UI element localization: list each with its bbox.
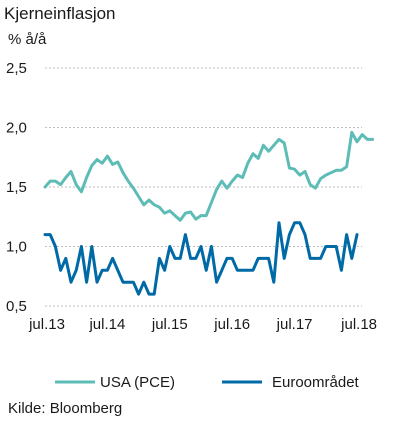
y-axis-unit-label: % å/å <box>8 31 47 48</box>
x-tick-label: jul.16 <box>213 316 250 333</box>
source-note: Kilde: Bloomberg <box>8 400 123 417</box>
legend-label: Euroområdet <box>272 374 360 391</box>
legend-label: USA (PCE) <box>100 374 175 391</box>
chart-title: Kjerneinflasjon <box>4 4 116 23</box>
y-tick-label: 2,5 <box>6 60 27 77</box>
legend: USA (PCE) Euroområdet <box>55 374 360 391</box>
x-tick-label: jul.13 <box>28 316 65 333</box>
y-tick-label: 1,0 <box>6 239 27 256</box>
x-tick-label: jul.18 <box>340 316 377 333</box>
y-tick-label: 0,5 <box>6 298 27 315</box>
x-tick-label: jul.17 <box>276 316 313 333</box>
x-axis-ticks: jul.13 jul.14 jul.15 jul.16 jul.17 jul.18 <box>28 316 377 333</box>
x-tick-label: jul.14 <box>88 316 125 333</box>
series-lines <box>43 130 375 296</box>
y-tick-label: 1,5 <box>6 179 27 196</box>
gridlines <box>45 67 362 307</box>
y-tick-label: 2,0 <box>6 120 27 137</box>
x-tick-label: jul.15 <box>151 316 188 333</box>
y-axis-ticks: 0,5 1,0 1,5 2,0 2,5 <box>6 60 27 315</box>
series-line-euroomradet <box>43 221 359 296</box>
series-line-usa-pce <box>43 130 375 222</box>
